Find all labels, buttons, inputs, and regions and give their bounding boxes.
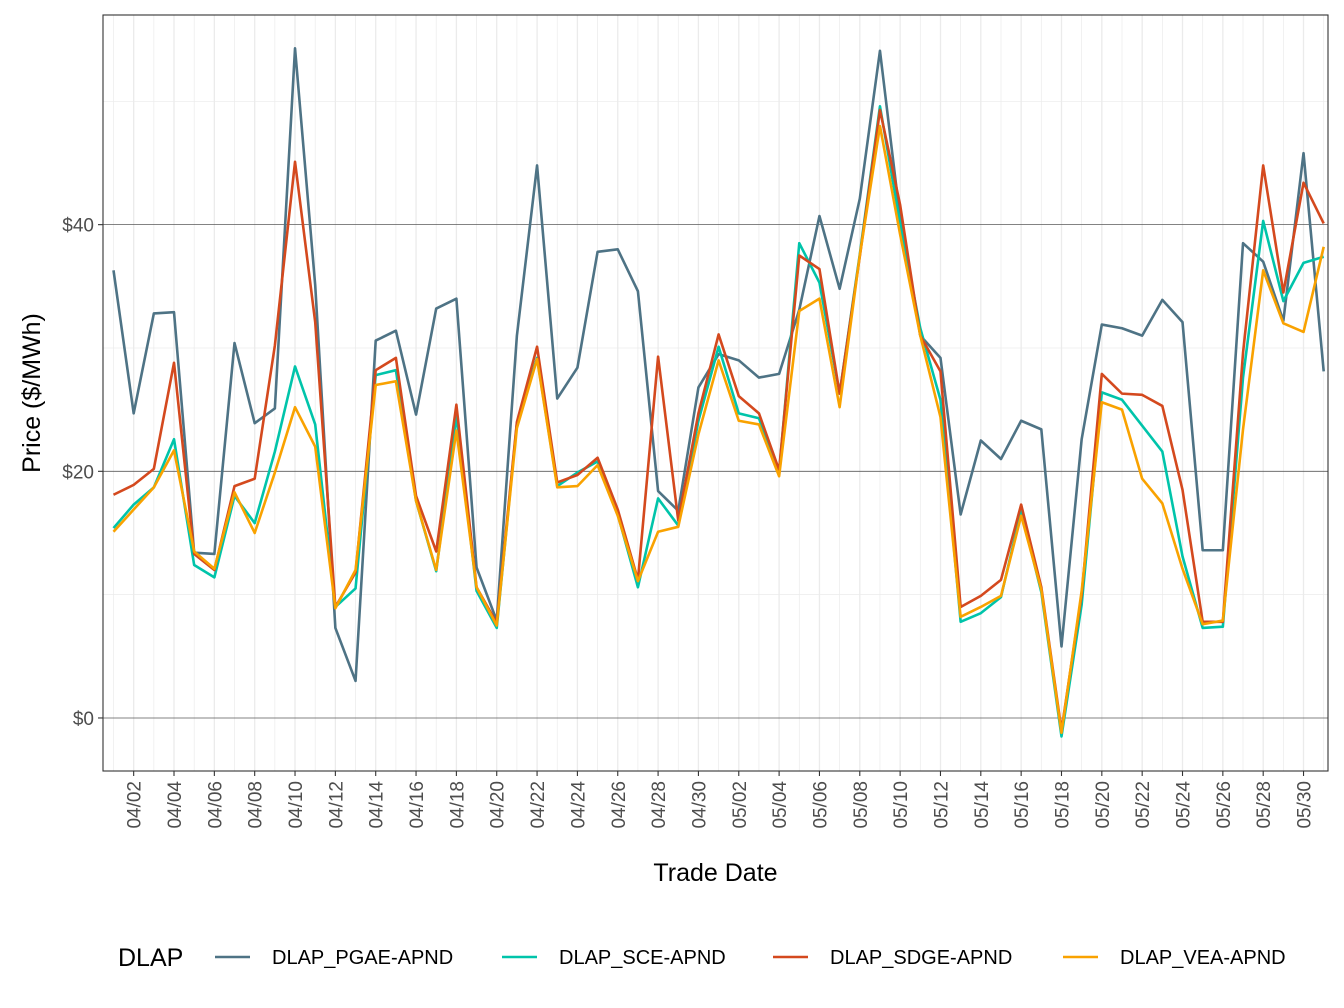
plot-panel-border — [102, 14, 1329, 772]
y-tick-label: $20 — [62, 462, 94, 483]
series-lines — [112, 46, 1325, 738]
x-axis-title: Trade Date — [653, 859, 777, 887]
major-gridlines — [103, 15, 1328, 771]
x-tick-label: 05/06 — [810, 781, 831, 829]
x-tick-label: 05/28 — [1254, 781, 1275, 829]
x-tick-label: 05/14 — [972, 781, 993, 829]
series-line-dlap_sce-apnd — [112, 104, 1325, 738]
x-tick-label: 04/26 — [609, 781, 630, 829]
y-axis-title: Price ($/MWh) — [18, 313, 46, 473]
x-tick-label: 05/22 — [1133, 781, 1154, 829]
x-tick-label: 05/26 — [1214, 781, 1235, 829]
x-tick-label: 05/04 — [770, 781, 791, 829]
x-tick-label: 04/24 — [568, 781, 589, 829]
x-tick-label: 04/28 — [649, 781, 670, 829]
legend-label-dlap_sdge-apnd: DLAP_SDGE-APND — [830, 947, 1012, 969]
x-tick-label: 04/30 — [689, 781, 710, 829]
x-tick-label: 04/06 — [205, 781, 226, 829]
x-tick-label: 05/16 — [1012, 781, 1033, 829]
x-tick-label: 04/14 — [367, 781, 388, 829]
y-tick-label: $0 — [73, 709, 94, 730]
x-tick-label: 04/10 — [286, 781, 307, 829]
x-tick-label: 04/16 — [407, 781, 428, 829]
x-tick-label: 04/20 — [488, 781, 509, 829]
y-axis: $0 $20 $40 — [62, 216, 103, 730]
legend: DLAP DLAP_PGAE-APND DLAP_SCE-APND DLAP_SDG… — [118, 944, 1286, 972]
legend-label-dlap_vea-apnd: DLAP_VEA-APND — [1120, 947, 1286, 969]
x-tick-label: 04/18 — [447, 781, 468, 829]
x-tick-label: 05/02 — [730, 781, 751, 829]
x-tick-label: 05/12 — [931, 781, 952, 829]
x-tick-label: 05/30 — [1295, 781, 1316, 829]
x-tick-label: 05/20 — [1093, 781, 1114, 829]
x-tick-label: 04/12 — [326, 781, 347, 829]
x-tick-label: 05/18 — [1052, 781, 1073, 829]
y-tick-label: $40 — [62, 216, 94, 237]
x-tick-label: 05/24 — [1174, 781, 1195, 829]
x-axis: 04/02 04/04 04/06 04/08 04/10 04/12 04/14 04/16… — [125, 771, 1316, 829]
series-line-dlap_vea-apnd — [112, 124, 1325, 735]
legend-title: DLAP — [118, 944, 183, 972]
x-tick-label: 04/08 — [246, 781, 267, 829]
x-tick-label: 05/08 — [851, 781, 872, 829]
series-line-dlap_sdge-apnd — [112, 108, 1325, 732]
legend-label-dlap_pgae-apnd: DLAP_PGAE-APND — [272, 947, 453, 969]
x-tick-label: 04/04 — [165, 781, 186, 829]
x-tick-label: 04/02 — [125, 781, 146, 829]
legend-label-dlap_sce-apnd: DLAP_SCE-APND — [559, 947, 726, 969]
x-tick-label: 05/10 — [891, 781, 912, 829]
x-tick-label: 04/22 — [528, 781, 549, 829]
series-line-dlap_pgae-apnd — [112, 46, 1325, 683]
